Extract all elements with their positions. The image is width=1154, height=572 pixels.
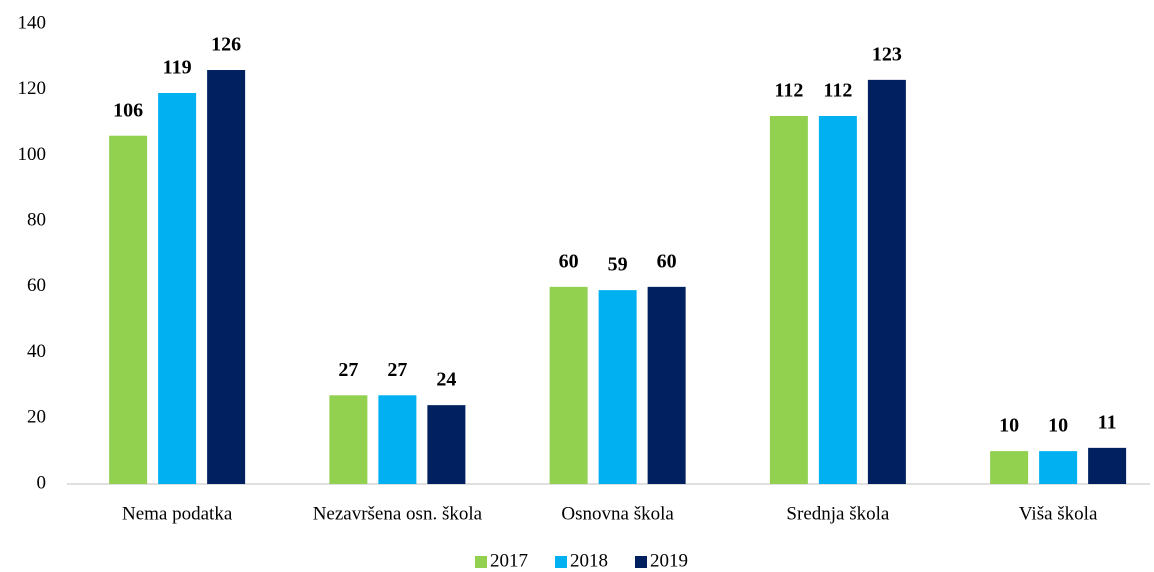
bar (427, 405, 466, 484)
value-label: 10 (999, 415, 1019, 437)
bar (867, 79, 906, 484)
value-label: 60 (657, 250, 677, 272)
value-label: 126 (211, 34, 241, 56)
y-tick-label: 20 (27, 407, 46, 428)
y-tick-label: 60 (27, 275, 46, 296)
y-tick-label: 100 (18, 144, 47, 165)
legend-swatch (555, 556, 567, 568)
bar (158, 93, 197, 484)
bar (1039, 451, 1078, 484)
bar (329, 395, 368, 484)
legend-label: 2019 (650, 550, 688, 571)
bar (769, 116, 808, 484)
bar (378, 395, 417, 484)
bar (549, 286, 588, 484)
bar (598, 290, 637, 484)
value-label: 27 (387, 359, 407, 381)
value-label: 59 (608, 254, 628, 276)
legend-label: 2017 (490, 550, 528, 571)
y-tick-label: 0 (37, 472, 47, 493)
value-label: 112 (774, 80, 803, 102)
y-tick-label: 40 (27, 341, 46, 362)
legend-swatch (635, 556, 647, 568)
value-label: 119 (163, 57, 192, 79)
x-tick-label: Osnovna škola (561, 503, 674, 524)
legend-swatch (475, 556, 487, 568)
value-label: 106 (113, 99, 143, 121)
bar (207, 70, 246, 484)
x-tick-label: Viša škola (1019, 503, 1098, 524)
y-tick-label: 80 (27, 210, 46, 231)
x-tick-label: Srednja škola (786, 503, 889, 524)
y-tick-label: 120 (18, 78, 47, 99)
bar (990, 451, 1029, 484)
bar (1088, 447, 1127, 484)
y-tick-label: 140 (18, 12, 47, 33)
value-label: 10 (1048, 415, 1068, 437)
value-label: 112 (823, 80, 852, 102)
bar (647, 286, 686, 484)
x-tick-label: Nezavršena osn. škola (313, 503, 483, 524)
value-label: 27 (338, 359, 358, 381)
x-tick-label: Nema podatka (122, 503, 233, 524)
legend-label: 2018 (570, 550, 608, 571)
value-label: 24 (436, 369, 456, 391)
value-label: 60 (559, 250, 579, 272)
bar (818, 116, 857, 484)
bar (109, 135, 148, 484)
value-label: 123 (872, 43, 902, 65)
value-label: 11 (1098, 411, 1117, 433)
